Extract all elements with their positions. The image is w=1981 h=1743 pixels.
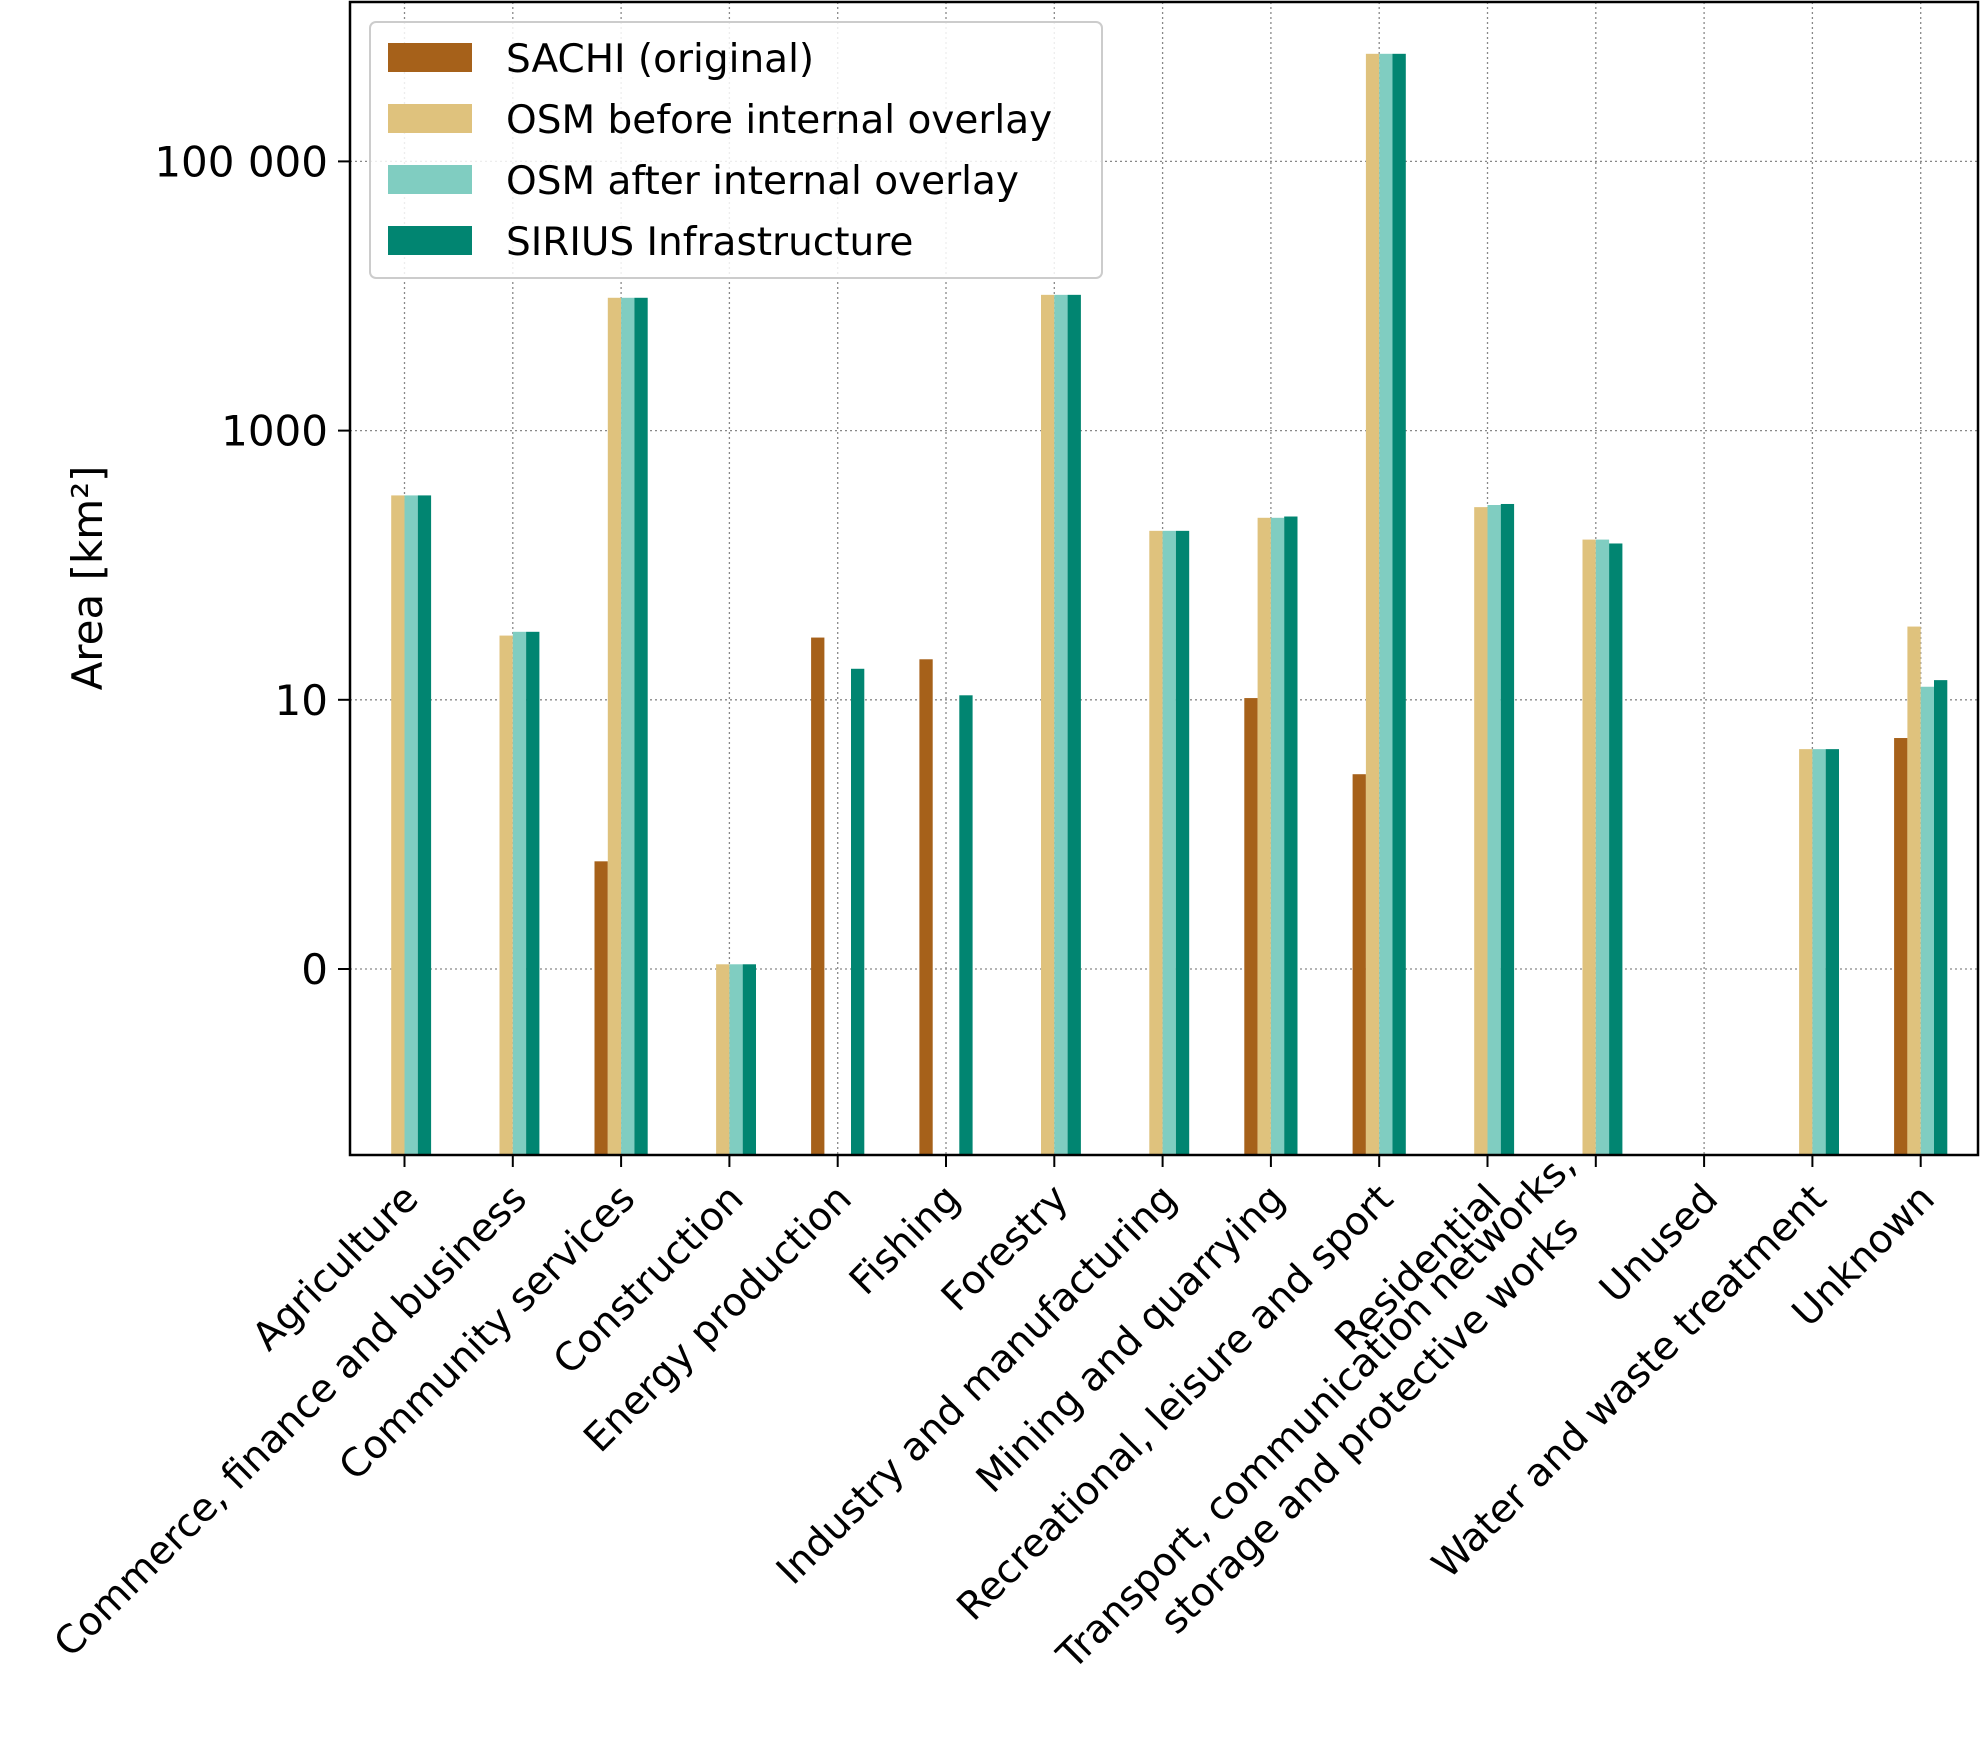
bar <box>1149 530 1163 1155</box>
bar <box>512 631 527 1155</box>
x-tick-label: Commerce, finance and business <box>46 1176 536 1666</box>
x-tick-label-line: Industry and manufacturing <box>768 1176 1185 1593</box>
bar <box>811 637 825 1155</box>
legend-label: SACHI (original) <box>506 37 814 82</box>
bar <box>1609 543 1623 1155</box>
legend-swatch <box>388 165 472 194</box>
bar <box>851 668 865 1155</box>
bar <box>1054 294 1068 1155</box>
legend: SACHI (original) OSM before internal over… <box>369 21 1103 279</box>
bar <box>1894 738 1908 1155</box>
bar <box>1162 530 1176 1155</box>
y-tick-label: 1000 <box>221 407 328 456</box>
bar <box>742 964 756 1155</box>
bar <box>1812 749 1826 1155</box>
bar <box>621 297 635 1155</box>
bar <box>499 635 513 1155</box>
bar <box>1257 517 1271 1155</box>
x-tick-label-line: Commerce, finance and business <box>46 1176 536 1666</box>
bar <box>1392 53 1406 1156</box>
bar <box>594 861 608 1155</box>
legend-swatch <box>388 226 472 255</box>
y-tick-label: 0 <box>301 945 328 994</box>
bar <box>634 297 648 1155</box>
bar <box>1067 294 1081 1155</box>
bar <box>1595 539 1610 1155</box>
y-tick-label: 10 <box>275 676 328 725</box>
legend-swatch <box>388 104 472 133</box>
x-tick-label: Construction <box>545 1176 752 1383</box>
y-tick-label: 100 000 <box>154 137 328 186</box>
bar <box>417 495 432 1155</box>
bar <box>919 659 933 1155</box>
bars <box>391 53 1948 1156</box>
legend-label: OSM before internal overlay <box>506 98 1052 143</box>
bar <box>1582 539 1596 1155</box>
bar <box>1920 686 1934 1155</box>
bar <box>1175 530 1190 1155</box>
bar <box>1487 505 1501 1155</box>
y-axis: 0 10 1000 100 000 <box>154 137 350 994</box>
bar <box>607 297 622 1155</box>
legend-swatch <box>388 43 472 72</box>
bar <box>1270 517 1285 1155</box>
bar <box>1907 626 1921 1155</box>
bar <box>1500 503 1515 1155</box>
bar <box>1474 507 1488 1155</box>
bar <box>1799 749 1813 1155</box>
legend-label: OSM after internal overlay <box>506 159 1019 204</box>
bar <box>729 964 743 1155</box>
plot-frame <box>348 0 1980 1157</box>
bar <box>1934 680 1948 1155</box>
x-tick-label: Industry and manufacturing <box>768 1176 1185 1593</box>
bar <box>391 495 405 1155</box>
bar <box>1365 53 1380 1156</box>
bar <box>1379 53 1393 1156</box>
bar <box>526 631 540 1155</box>
legend-frame <box>369 21 1103 279</box>
bar <box>1244 698 1258 1155</box>
bar <box>404 495 418 1155</box>
bar <box>1825 749 1839 1155</box>
bar <box>1352 774 1366 1155</box>
bar <box>1284 516 1298 1155</box>
legend-label: SIRIUS Infrastructure <box>506 220 913 265</box>
bar <box>1041 294 1055 1155</box>
bar <box>959 695 973 1155</box>
y-axis-label: Area [km²] <box>63 466 112 691</box>
bar <box>716 964 730 1155</box>
x-tick-label-line: Construction <box>545 1176 752 1383</box>
